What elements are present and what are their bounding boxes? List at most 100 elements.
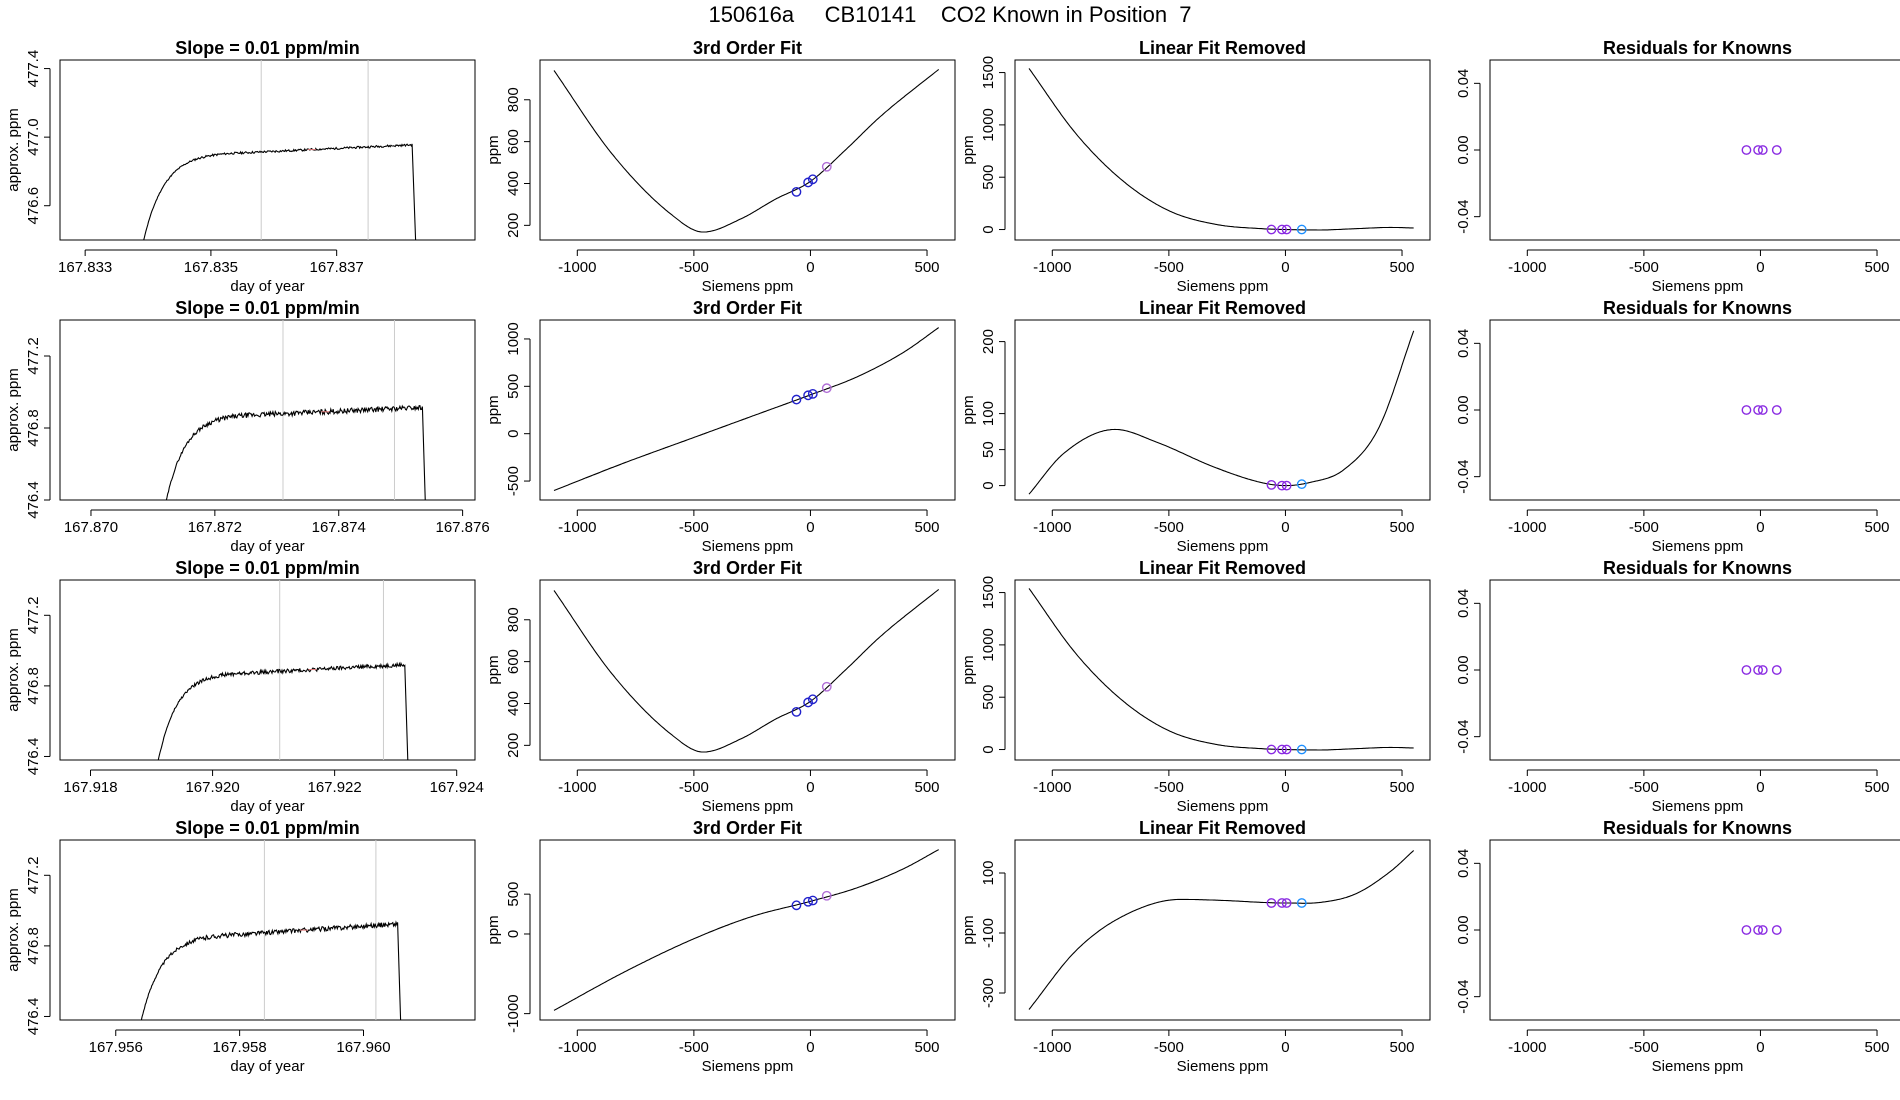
fit-curve: [1028, 330, 1415, 495]
y-tick-label: 200: [505, 733, 522, 758]
x-tick-label: 500: [1390, 779, 1415, 796]
data-point: [803, 896, 814, 907]
fit-curve: [1028, 588, 1414, 751]
data-point: [791, 706, 802, 717]
x-tick-label: 500: [1865, 1039, 1890, 1056]
data-trace: [157, 661, 409, 760]
plot-frame: [1489, 579, 1900, 761]
y-axis-label: ppm: [485, 655, 502, 684]
x-tick-label: -500: [1154, 259, 1184, 276]
panel-title: Slope = 0.01 ppm/min: [175, 818, 360, 838]
x-tick-label: -500: [1154, 1039, 1184, 1056]
y-axis-label: approx. ppm: [5, 108, 22, 191]
y-axis-label: ppm: [485, 135, 502, 164]
x-axis-label: Siemens ppm: [1177, 1058, 1269, 1075]
data-point: [1771, 665, 1782, 675]
panel-r3c3: Linear Fit Removed -1000 -500 0 500 Siemens p…: [960, 558, 1431, 815]
x-tick-label: -1000: [558, 779, 596, 796]
data-point: [1277, 480, 1287, 491]
fit-curve: [1028, 850, 1415, 1010]
y-tick-label: 477.2: [25, 337, 42, 375]
panel-title: Slope = 0.01 ppm/min: [175, 38, 360, 58]
y-tick-label: 500: [505, 374, 522, 399]
data-trace: [143, 143, 417, 240]
x-axis-label: Siemens ppm: [1652, 1058, 1744, 1075]
y-tick-label: 1500: [980, 576, 997, 609]
panel-r4c3: Linear Fit Removed -1000 -500 0 500 Siemens p…: [960, 818, 1431, 1075]
x-axis-label: Siemens ppm: [1177, 798, 1269, 815]
y-tick-label: 476.8: [25, 927, 42, 965]
y-axis-label: ppm: [960, 395, 977, 424]
plot-area: [553, 327, 940, 492]
data-point: [807, 694, 818, 705]
data-point: [1266, 744, 1277, 755]
x-tick-label: -1000: [1508, 259, 1546, 276]
x-tick-label: 500: [1390, 1039, 1415, 1056]
y-tick-label: 476.8: [25, 409, 42, 447]
x-axis-label: Siemens ppm: [702, 1058, 794, 1075]
plot-area: [1028, 850, 1415, 1010]
y-tick-label: 600: [505, 649, 522, 674]
y-tick-label: -100: [980, 918, 997, 948]
y-tick-label: 500: [505, 882, 522, 907]
y-tick-label: 500: [980, 685, 997, 710]
x-tick-label: 167.920: [185, 779, 239, 796]
x-tick-label: 500: [915, 1039, 940, 1056]
plot-area: [1741, 145, 1782, 155]
y-tick-label: -0.04: [1455, 460, 1472, 494]
fit-curve: [553, 588, 940, 753]
y-tick-label: 600: [505, 129, 522, 154]
y-tick-label: 1500: [980, 56, 997, 89]
panel-title: Slope = 0.01 ppm/min: [175, 558, 360, 578]
y-tick-label: 476.4: [25, 481, 42, 519]
panel-r3c2: 3rd Order Fit -1000 -500 0 500 Siemens ppm 200…: [485, 558, 956, 815]
data-point: [1296, 224, 1307, 235]
x-tick-label: 0: [1281, 519, 1289, 536]
plot-area: [553, 849, 939, 1011]
data-point: [1771, 925, 1782, 935]
data-point: [1741, 405, 1752, 415]
y-tick-label: 0: [505, 930, 522, 938]
data-point: [1277, 898, 1287, 908]
y-axis-label: ppm: [960, 135, 977, 164]
data-point: [1281, 224, 1292, 235]
y-tick-label: 476.6: [25, 187, 42, 225]
y-tick-label: -1000: [505, 994, 522, 1032]
x-axis-label: Siemens ppm: [1177, 538, 1269, 555]
data-point: [803, 390, 814, 401]
y-axis-label: ppm: [485, 915, 502, 944]
x-tick-label: 167.922: [308, 779, 362, 796]
y-tick-label: 477.4: [25, 50, 42, 88]
data-point: [1296, 744, 1307, 755]
panel-title: Linear Fit Removed: [1139, 298, 1306, 318]
plot-area: [553, 68, 940, 233]
y-tick-label: 0.00: [1455, 915, 1472, 944]
data-point: [1296, 898, 1307, 908]
x-tick-label: -1000: [1508, 519, 1546, 536]
plot-frame: [1489, 839, 1900, 1021]
x-tick-label: 167.874: [312, 519, 366, 536]
y-tick-label: 476.4: [25, 998, 42, 1036]
x-tick-label: 0: [806, 259, 814, 276]
data-point: [1266, 479, 1277, 490]
x-tick-label: -500: [679, 259, 709, 276]
y-tick-label: 100: [980, 401, 997, 426]
plot-area: [143, 60, 417, 240]
data-point: [1266, 224, 1277, 235]
data-point: [821, 383, 832, 394]
data-point: [1753, 925, 1764, 935]
x-axis-label: day of year: [230, 1058, 304, 1075]
data-point: [1741, 665, 1752, 675]
plot-frame: [59, 579, 476, 761]
data-point: [1757, 665, 1768, 675]
panel-title: 3rd Order Fit: [693, 558, 802, 578]
x-tick-label: 167.835: [184, 259, 238, 276]
x-axis-label: Siemens ppm: [702, 278, 794, 295]
plot-area: [140, 840, 402, 1020]
data-point: [807, 174, 818, 185]
y-tick-label: 1000: [980, 628, 997, 661]
x-axis-label: Siemens ppm: [702, 538, 794, 555]
data-point: [821, 161, 832, 172]
panel-r1c4: Residuals for Knowns -1000 -500 0 500 Siemens…: [1455, 38, 1900, 295]
plot-frame: [59, 59, 476, 241]
